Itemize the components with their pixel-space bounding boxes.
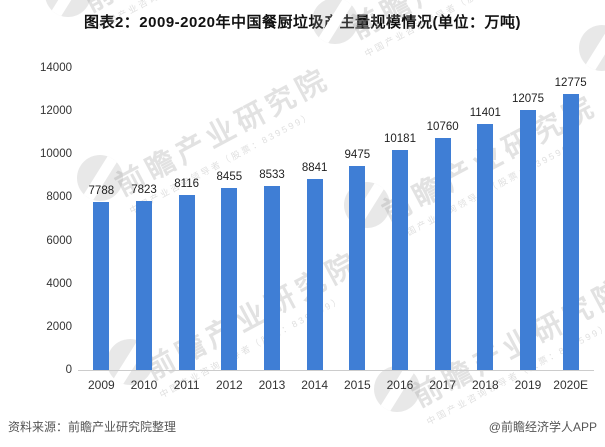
source-text: 资料来源：前瞻产业研究院整理 xyxy=(8,420,177,434)
y-tick-label: 8000 xyxy=(46,191,72,204)
x-tick-label: 2018 xyxy=(471,378,499,392)
y-tick-label: 14000 xyxy=(40,62,72,74)
watermark-text: 前瞻产业研究院中国产业咨询领导者（股票：839599） xyxy=(140,246,366,400)
bar-2015 xyxy=(349,165,366,370)
x-tick-label: 2016 xyxy=(386,378,414,392)
credit-text: @前瞻经济学人APP xyxy=(488,420,597,434)
x-tick-label: 2013 xyxy=(258,378,286,392)
bar-value-label: 8533 xyxy=(259,168,285,181)
x-tick-label: 2019 xyxy=(514,378,542,392)
y-tick-label: 12000 xyxy=(40,105,72,118)
x-tick-label: 2011 xyxy=(173,378,200,392)
bar-2019 xyxy=(520,109,536,370)
y-tick-label: 6000 xyxy=(46,234,72,247)
y-tick-label: 0 xyxy=(65,364,72,376)
bar-value-label: 7823 xyxy=(131,184,157,197)
bar-2012 xyxy=(221,187,238,370)
x-tick-label: 2017 xyxy=(429,378,456,392)
bar-value-label: 10760 xyxy=(426,120,459,133)
bar-value-label: 8455 xyxy=(216,170,243,183)
bar-2018 xyxy=(477,124,494,370)
x-tick-label: 2009 xyxy=(87,378,115,392)
bar-2014 xyxy=(306,179,323,370)
bar-2013 xyxy=(264,185,280,370)
x-axis-line xyxy=(78,370,594,371)
bar-2017 xyxy=(434,137,451,370)
footer: 资料来源：前瞻产业研究院整理 @前瞻经济学人APP xyxy=(8,418,597,435)
bar-value-label: 11401 xyxy=(469,107,501,120)
y-tick-label: 4000 xyxy=(46,277,72,290)
bar-2020E xyxy=(562,94,579,370)
bar-value-label: 7788 xyxy=(88,185,115,197)
bar-value-label: 8841 xyxy=(301,162,328,175)
bar-value-label: 9475 xyxy=(344,148,371,161)
x-tick-label: 2014 xyxy=(301,378,328,392)
chart-title: 图表2：2009-2020年中国餐厨垃圾产生量规模情况(单位：万吨) xyxy=(83,14,522,31)
bar-value-label: 8116 xyxy=(174,177,200,190)
x-tick-label: 2015 xyxy=(343,378,371,392)
bar-value-label: 12075 xyxy=(512,92,544,105)
bar-value-label: 10181 xyxy=(384,133,416,146)
bar-2010 xyxy=(136,201,152,370)
bar-2009 xyxy=(93,202,110,370)
bar-value-label: 12775 xyxy=(554,77,587,90)
bar-2011 xyxy=(178,194,195,370)
bar-2016 xyxy=(392,150,408,370)
y-tick-label: 2000 xyxy=(46,320,72,333)
x-tick-label: 2010 xyxy=(130,378,158,392)
x-tick-label: 2020E xyxy=(553,378,588,392)
y-tick-label: 10000 xyxy=(40,148,72,161)
x-tick-label: 2012 xyxy=(215,378,243,392)
